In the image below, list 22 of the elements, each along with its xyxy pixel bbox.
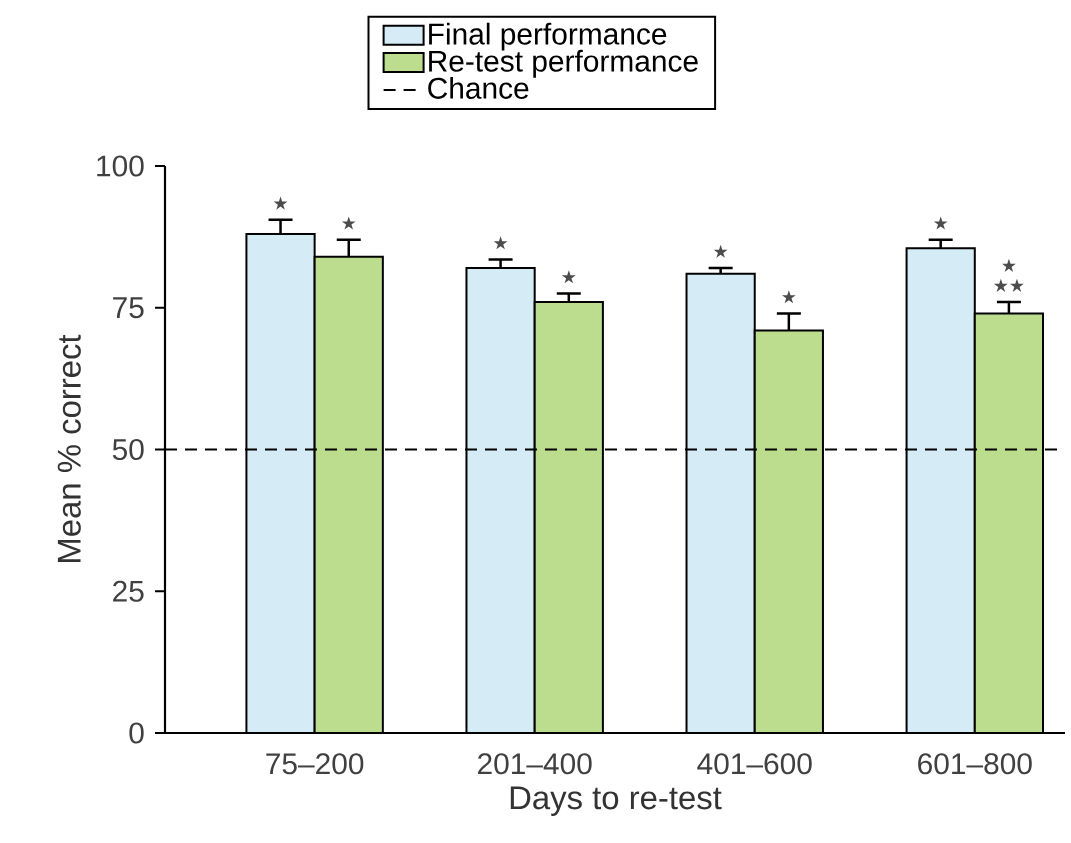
annotation: ★ <box>1002 258 1016 272</box>
annotation: ★ <box>713 244 728 258</box>
annotation: ★ <box>273 196 288 210</box>
y-tick-label: 0 <box>129 722 144 744</box>
x-tick-label: 201–400 <box>478 753 592 775</box>
y-tick-label: 100 <box>97 155 144 177</box>
annotation: ★ <box>933 216 948 230</box>
y-tick-label: 75 <box>113 297 144 319</box>
x-tick-label: 75–200 <box>266 753 364 775</box>
annotation: ★ <box>493 236 508 250</box>
annotation: ★★ <box>993 278 1024 292</box>
x-tick-label: 601–800 <box>918 753 1032 775</box>
legend-label: Final performance <box>429 22 667 51</box>
y-axis-title: Mean % correct <box>57 334 81 562</box>
annotation: ★ <box>781 290 796 304</box>
y-tick-label: 50 <box>112 438 144 461</box>
legend-label: Chance <box>428 76 529 99</box>
annotation: ★ <box>341 216 356 230</box>
y-tick-label: 25 <box>113 580 144 602</box>
annotation: ★ <box>561 270 576 284</box>
x-axis-title: Days to re-test <box>510 786 722 816</box>
x-tick-label: 401–600 <box>697 753 812 775</box>
